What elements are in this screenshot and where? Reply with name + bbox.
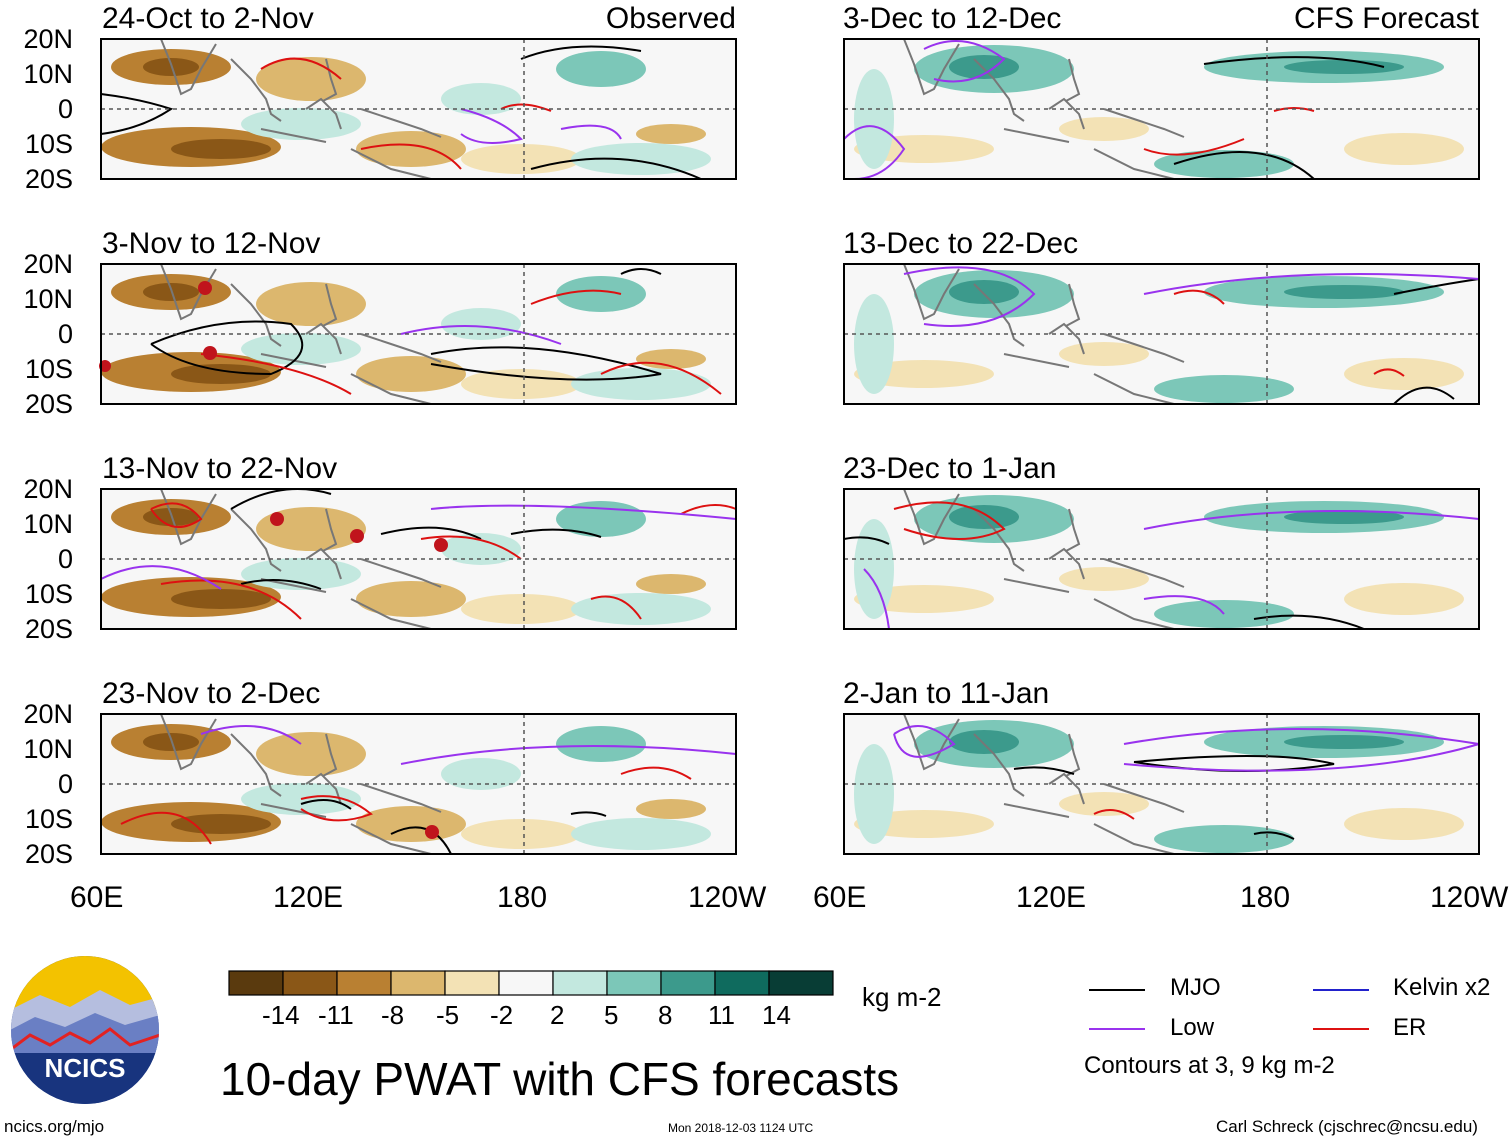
map-panel-2: [843, 38, 1480, 180]
lon-label: 120E: [1016, 881, 1087, 914]
lat-label: 10S: [24, 579, 73, 609]
panel-title-8: 2-Jan to 11-Jan: [843, 677, 1050, 710]
footer-url[interactable]: ncics.org/mjo: [4, 1117, 105, 1136]
legend-line-mjo: [1089, 989, 1145, 991]
lat-label: 0: [57, 544, 73, 574]
panel-title-7: 23-Nov to 2-Dec: [102, 677, 321, 710]
colorbar-swatch: [228, 970, 284, 996]
colorbar-tick: 11: [708, 1000, 735, 1030]
panel-title-5: 13-Nov to 22-Nov: [102, 452, 338, 485]
map-panel-5: [100, 488, 737, 630]
lon-label: 120W: [1430, 881, 1509, 914]
colorbar-tick: -11: [318, 1000, 354, 1030]
lat-label: 10S: [24, 354, 73, 384]
colorbar-swatch: [660, 970, 716, 996]
lat-label: 20S: [24, 389, 73, 419]
lat-label: 10N: [23, 59, 73, 89]
lat-label: 20S: [24, 614, 73, 644]
colorbar-swatch: [444, 970, 500, 996]
lat-label: 10N: [23, 734, 73, 764]
lat-label: 10S: [24, 804, 73, 834]
lon-label: 120E: [273, 881, 344, 914]
colorbar-swatch: [714, 970, 770, 996]
lat-label: 20N: [23, 24, 73, 54]
panel-tag-observed: Observed: [605, 2, 736, 35]
map-panel-6: [843, 488, 1480, 630]
legend-label-er: ER: [1393, 1014, 1427, 1041]
panel-title-6: 23-Dec to 1-Jan: [843, 452, 1057, 485]
colorbar-swatch: [498, 970, 554, 996]
colorbar-tick: 8: [658, 1000, 673, 1030]
legend-line-low: [1089, 1028, 1145, 1030]
legend-label-kelvin: Kelvin x2: [1393, 974, 1491, 1001]
colorbar-tick: 14: [762, 1000, 791, 1030]
lon-label: 180: [497, 881, 548, 914]
figure-title: 10-day PWAT with CFS forecasts: [220, 1053, 900, 1105]
map-panel-8: [843, 713, 1480, 855]
colorbar-tick: 5: [604, 1000, 619, 1030]
lat-label: 10N: [23, 284, 73, 314]
colorbar-swatch: [606, 970, 662, 996]
colorbar-tick: -14: [262, 1000, 300, 1030]
lon-label: 180: [1240, 881, 1291, 914]
lat-label: 10S: [24, 129, 73, 159]
colorbar: [228, 970, 834, 996]
lat-label: 0: [57, 94, 73, 124]
legend-note: Contours at 3, 9 kg m-2: [1084, 1052, 1335, 1079]
lon-label: 60E: [70, 881, 124, 914]
colorbar-swatch: [390, 970, 446, 996]
map-panel-7: [100, 713, 737, 855]
lat-label: 20S: [24, 164, 73, 194]
lat-label: 20N: [23, 474, 73, 504]
colorbar-swatch: [282, 970, 338, 996]
colorbar-tick: -8: [381, 1000, 405, 1030]
legend-label-mjo: MJO: [1170, 974, 1221, 1001]
lat-label: 0: [57, 769, 73, 799]
panel-title-1: 24-Oct to 2-Nov: [102, 2, 314, 35]
map-panel-3: [99, 263, 737, 405]
colorbar-swatch: [336, 970, 392, 996]
lon-label: 120W: [688, 881, 767, 914]
panel-title-4: 13-Dec to 22-Dec: [843, 227, 1079, 260]
legend-line-er: [1313, 1028, 1369, 1030]
colorbar-tick: 2: [550, 1000, 565, 1030]
lat-label: 0: [57, 319, 73, 349]
map-panel-1: [100, 38, 737, 180]
lat-label: 20S: [24, 839, 73, 869]
lat-label: 10N: [23, 509, 73, 539]
map-panel-4: [843, 263, 1480, 405]
legend-line-kelvin: [1313, 989, 1369, 991]
colorbar-swatch: [768, 970, 834, 996]
lon-label: 60E: [813, 881, 867, 914]
colorbar-unit: kg m-2: [862, 982, 942, 1012]
lat-label: 20N: [23, 249, 73, 279]
panel-title-3: 3-Nov to 12-Nov: [102, 227, 321, 260]
ncics-logo: NCICS: [11, 956, 159, 1104]
colorbar-tick: -5: [436, 1000, 460, 1030]
lat-label: 20N: [23, 699, 73, 729]
panel-tag-forecast: CFS Forecast: [1293, 2, 1479, 35]
footer-credit: Carl Schreck (cjschrec@ncsu.edu): [1216, 1117, 1478, 1136]
logo-text: NCICS: [45, 1053, 126, 1083]
legend-label-low: Low: [1170, 1014, 1215, 1041]
map-panels: [99, 38, 1480, 855]
panel-title-2: 3-Dec to 12-Dec: [843, 2, 1062, 35]
footer-timestamp: Mon 2018-12-03 1124 UTC: [668, 1121, 814, 1135]
colorbar-swatch: [552, 970, 608, 996]
colorbar-tick: -2: [490, 1000, 514, 1030]
